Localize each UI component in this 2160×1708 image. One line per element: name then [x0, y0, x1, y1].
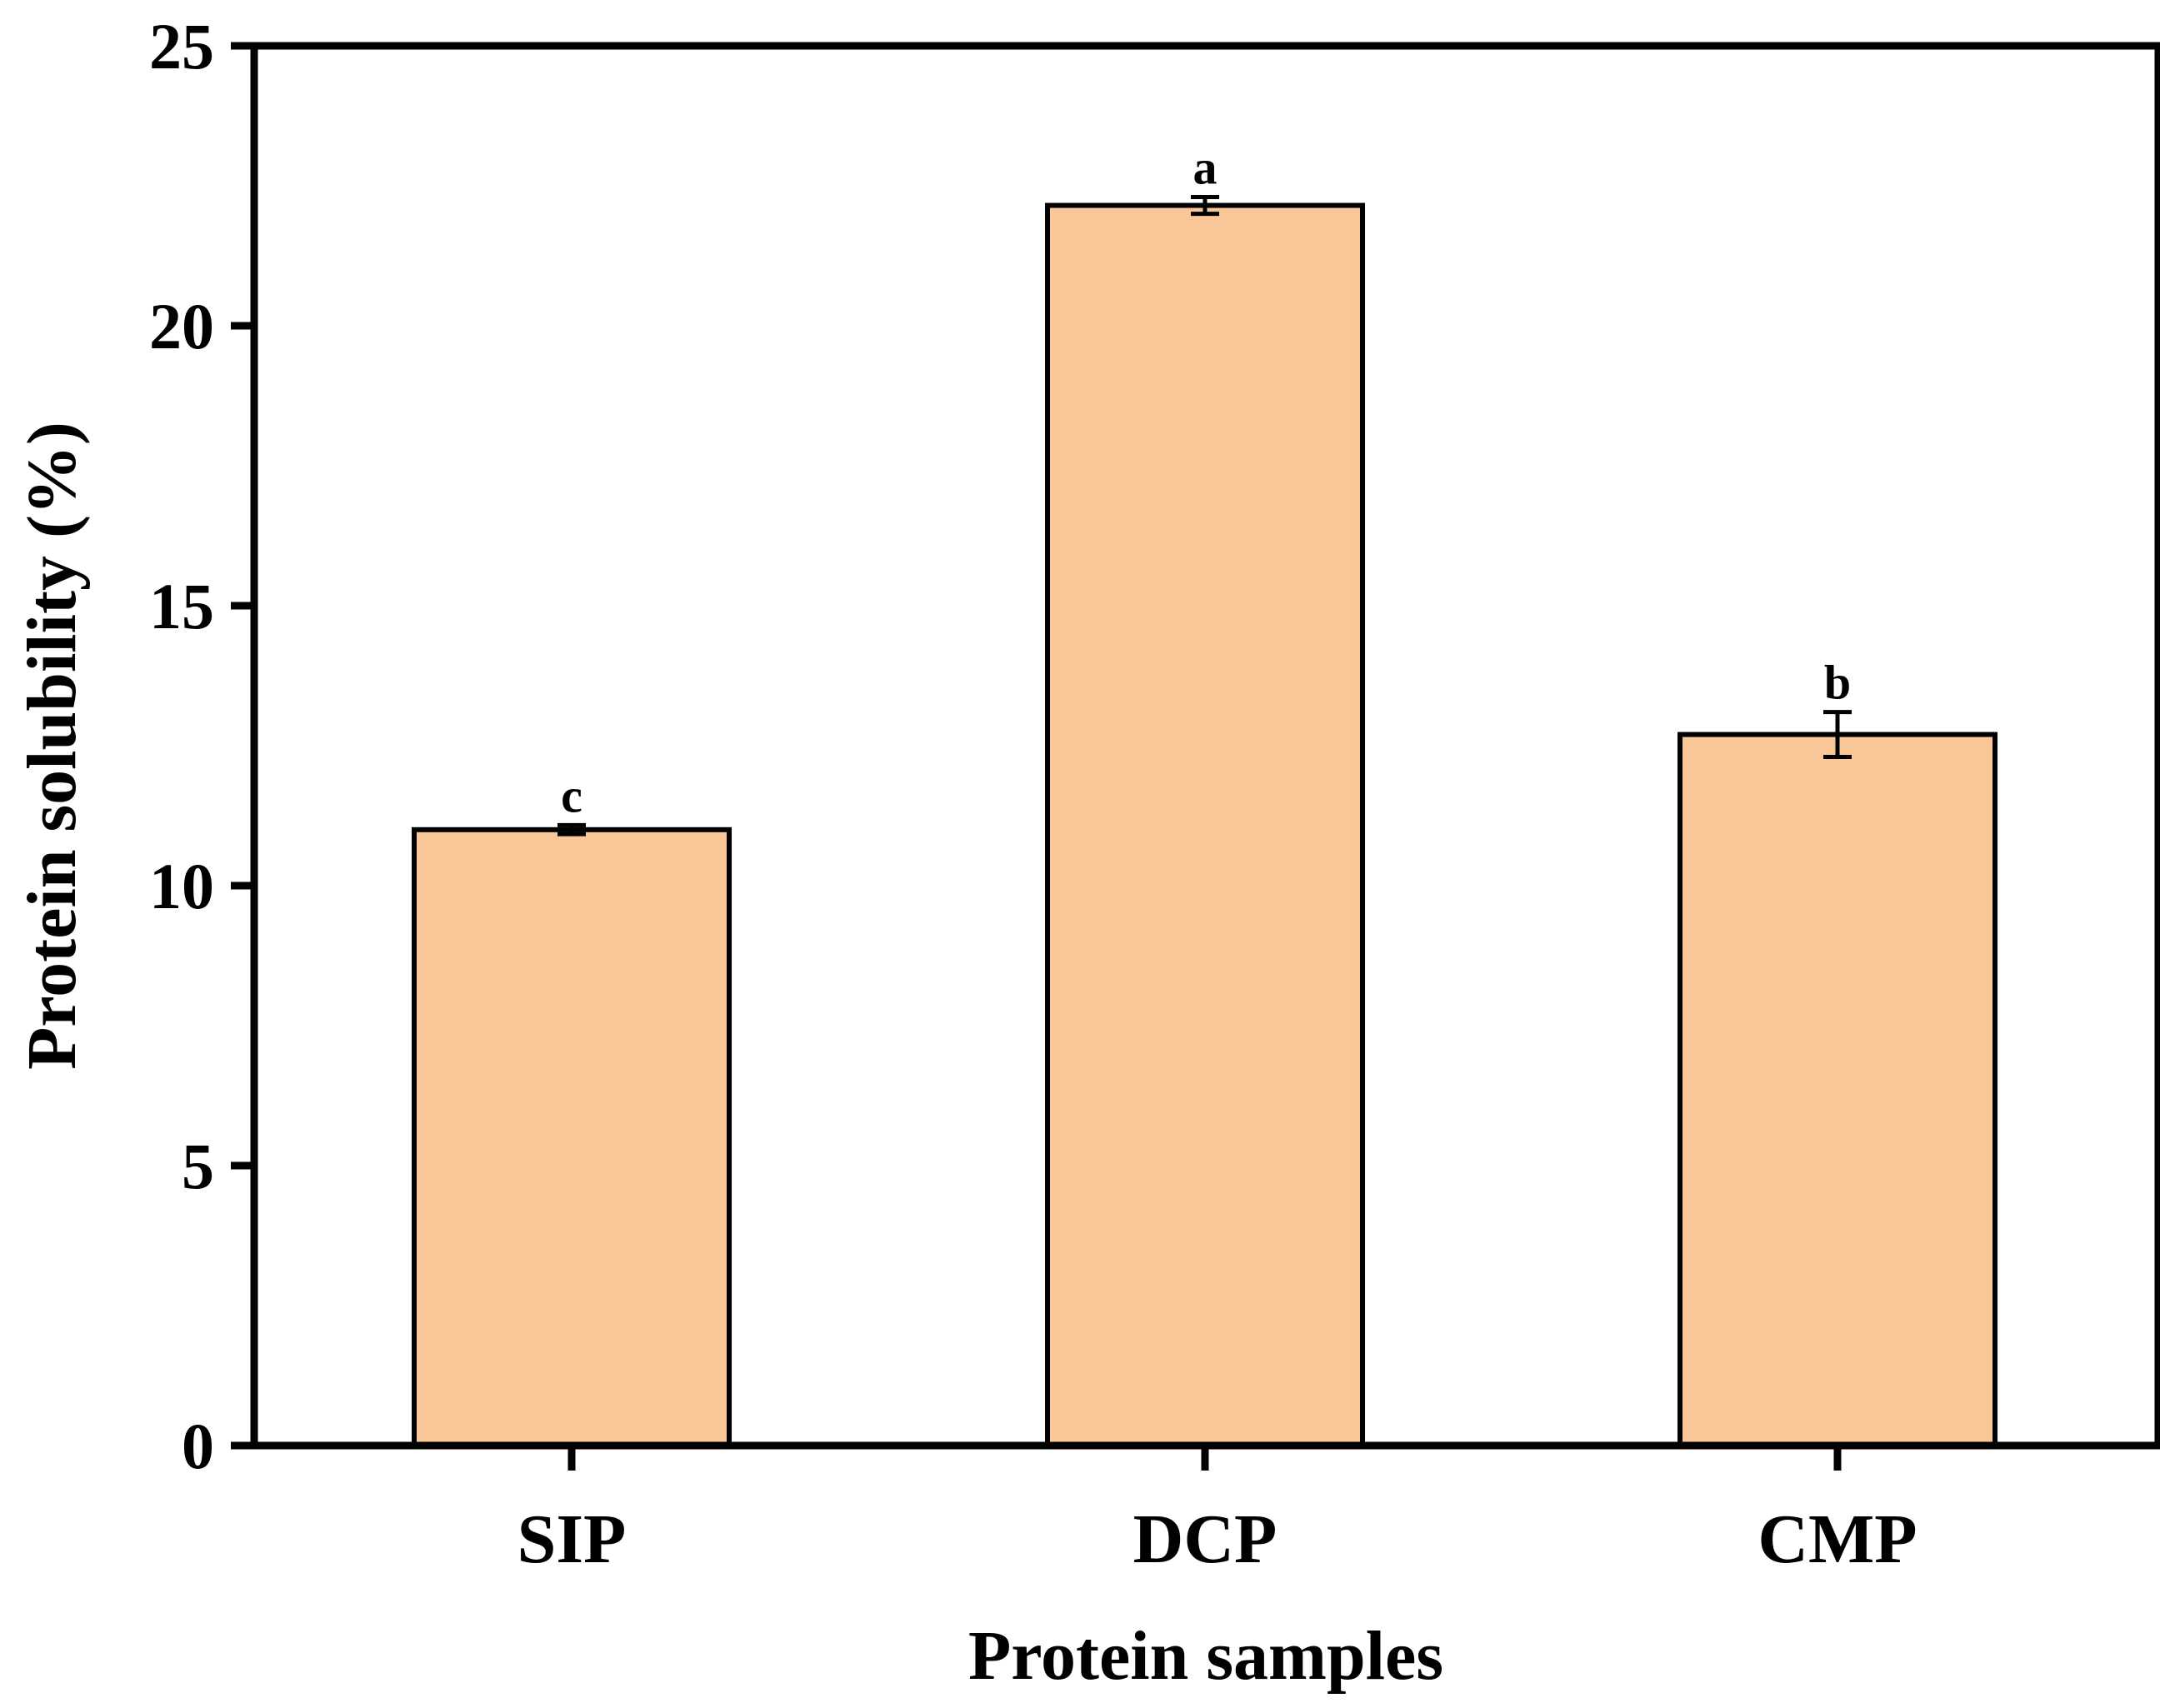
significance-label-SIP: c: [561, 768, 582, 822]
error-bar-SIP: [558, 822, 586, 837]
y-axis-title: Protein solubility (%): [13, 422, 91, 1070]
y-tick-label-15: 15: [149, 570, 214, 642]
plot-frame: [250, 42, 2160, 1450]
x-tick-label-DCP: DCP: [1133, 1501, 1278, 1578]
y-tick-label-10: 10: [149, 850, 214, 922]
x-tick-label-CMP: CMP: [1758, 1501, 1917, 1578]
x-tick-label-SIP: SIP: [518, 1501, 627, 1578]
y-tick-label-0: 0: [182, 1410, 214, 1482]
x-axis-title: Protein samples: [968, 1617, 1443, 1695]
y-tick-label-5: 5: [182, 1130, 214, 1202]
bar-SIP: [412, 827, 732, 1448]
significance-label-CMP: b: [1824, 656, 1851, 710]
bar-DCP: [1045, 202, 1365, 1448]
y-tick-label-25: 25: [149, 10, 214, 82]
error-bar-DCP: [1191, 194, 1219, 217]
bars-layer: c a b: [412, 140, 1998, 1448]
error-bar-CMP: [1823, 710, 1852, 759]
y-tick-label-20: 20: [149, 290, 214, 362]
tick-layer: 0 5 10 15 20 25 SIP DCP CMP: [149, 10, 1918, 1578]
bar-CMP: [1678, 732, 1998, 1448]
significance-label-DCP: a: [1193, 140, 1218, 194]
